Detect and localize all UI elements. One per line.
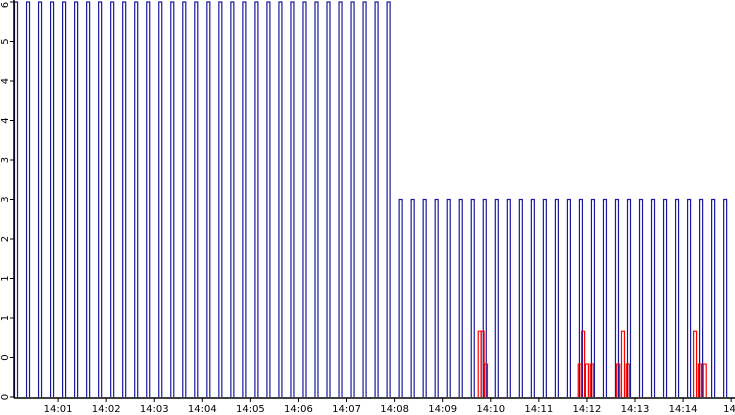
y-tick-label: 6 [0, 2, 11, 8]
x-tick-label: 14:10 [476, 404, 505, 415]
pulse [578, 198, 584, 397]
x-tick-label: 14:04 [188, 404, 217, 415]
pulse [723, 198, 728, 397]
pulse [699, 198, 704, 397]
pulse [589, 363, 594, 397]
y-tick-label: 4 [0, 78, 11, 84]
pulse [110, 1, 115, 397]
x-tick-label: 14: [723, 404, 735, 415]
pulse [206, 1, 211, 397]
x-tick-label: 14:07 [332, 404, 361, 415]
pulse [314, 1, 319, 397]
pulse [350, 1, 355, 397]
pulse [614, 198, 620, 397]
y-tick-label: 0 [0, 394, 11, 400]
pulse [278, 1, 283, 397]
pulse [530, 198, 535, 397]
x-tick-label: 14:14 [669, 404, 698, 415]
pulse [254, 1, 259, 397]
x-tick-label: 14:11 [524, 404, 553, 415]
pulse [170, 1, 175, 397]
pulse [616, 363, 621, 397]
pulse [482, 198, 487, 397]
pulse [13, 1, 19, 397]
pulse [146, 1, 151, 397]
pulse [494, 198, 499, 397]
pulse [470, 198, 475, 397]
pulse [290, 1, 295, 397]
pulse [266, 1, 271, 397]
pulse [542, 198, 547, 397]
pulse [580, 330, 586, 397]
x-tick-label: 14:09 [428, 404, 457, 415]
pulse [638, 198, 644, 397]
pulse [458, 198, 463, 397]
pulse [422, 198, 427, 397]
y-tick-label: 5 [0, 38, 11, 44]
y-tick-label: 1 [0, 315, 11, 321]
pulse [326, 1, 331, 397]
pulse [434, 198, 439, 397]
pulse [61, 1, 67, 397]
pulse [626, 198, 632, 397]
x-tick-label: 14:02 [92, 404, 121, 415]
pulse [218, 1, 223, 397]
pulse [49, 1, 55, 397]
pulse [620, 330, 626, 397]
y-tick-label: 2 [0, 236, 11, 242]
pulse [625, 363, 630, 397]
x-tick-label: 14:13 [621, 404, 650, 415]
y-tick-label: 3 [0, 196, 11, 202]
pulse [338, 1, 343, 397]
pulse [230, 1, 235, 397]
pulse [686, 198, 692, 397]
x-tick-label: 14:03 [140, 404, 169, 415]
pulse [518, 198, 523, 397]
pulse [37, 1, 43, 397]
x-tick-label: 14:08 [380, 404, 409, 415]
pulse [362, 1, 367, 397]
pulse [674, 198, 680, 397]
x-tick-label: 14:06 [284, 404, 313, 415]
y-tick-label: 3 [0, 157, 11, 163]
x-tick-label: 14:12 [573, 404, 602, 415]
pulse [446, 198, 451, 397]
x-tick-label: 14:01 [44, 404, 73, 415]
pulse [480, 330, 485, 397]
pulse [182, 1, 187, 397]
pulse [554, 198, 559, 397]
pulse [662, 198, 668, 397]
pulse [98, 1, 103, 397]
pulse [242, 1, 247, 397]
pulse [74, 1, 79, 397]
pulse [711, 198, 716, 397]
pulse [506, 198, 511, 397]
pulse [398, 198, 403, 397]
pulse [692, 330, 698, 397]
pulse [386, 1, 391, 397]
pulse [483, 363, 489, 397]
pulse [602, 198, 608, 397]
pulse [410, 198, 415, 397]
pulse [584, 363, 590, 397]
pulse [134, 1, 139, 397]
pulse [158, 1, 163, 397]
pulse [374, 1, 379, 397]
pulse [566, 198, 571, 397]
pulse [25, 1, 31, 397]
pulse [590, 198, 596, 397]
pulse [86, 1, 91, 397]
y-tick-label: 1 [0, 275, 11, 281]
pulse [702, 363, 707, 397]
pulse [650, 198, 656, 397]
pulse [697, 363, 703, 397]
x-tick-label: 14:05 [236, 404, 265, 415]
y-tick-label: 4 [0, 117, 11, 123]
y-tick-label: 0 [0, 354, 11, 360]
pulse [122, 1, 127, 397]
pulse [302, 1, 307, 397]
pulse [194, 1, 199, 397]
